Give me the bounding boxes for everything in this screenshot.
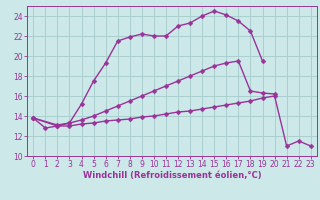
- X-axis label: Windchill (Refroidissement éolien,°C): Windchill (Refroidissement éolien,°C): [83, 171, 261, 180]
